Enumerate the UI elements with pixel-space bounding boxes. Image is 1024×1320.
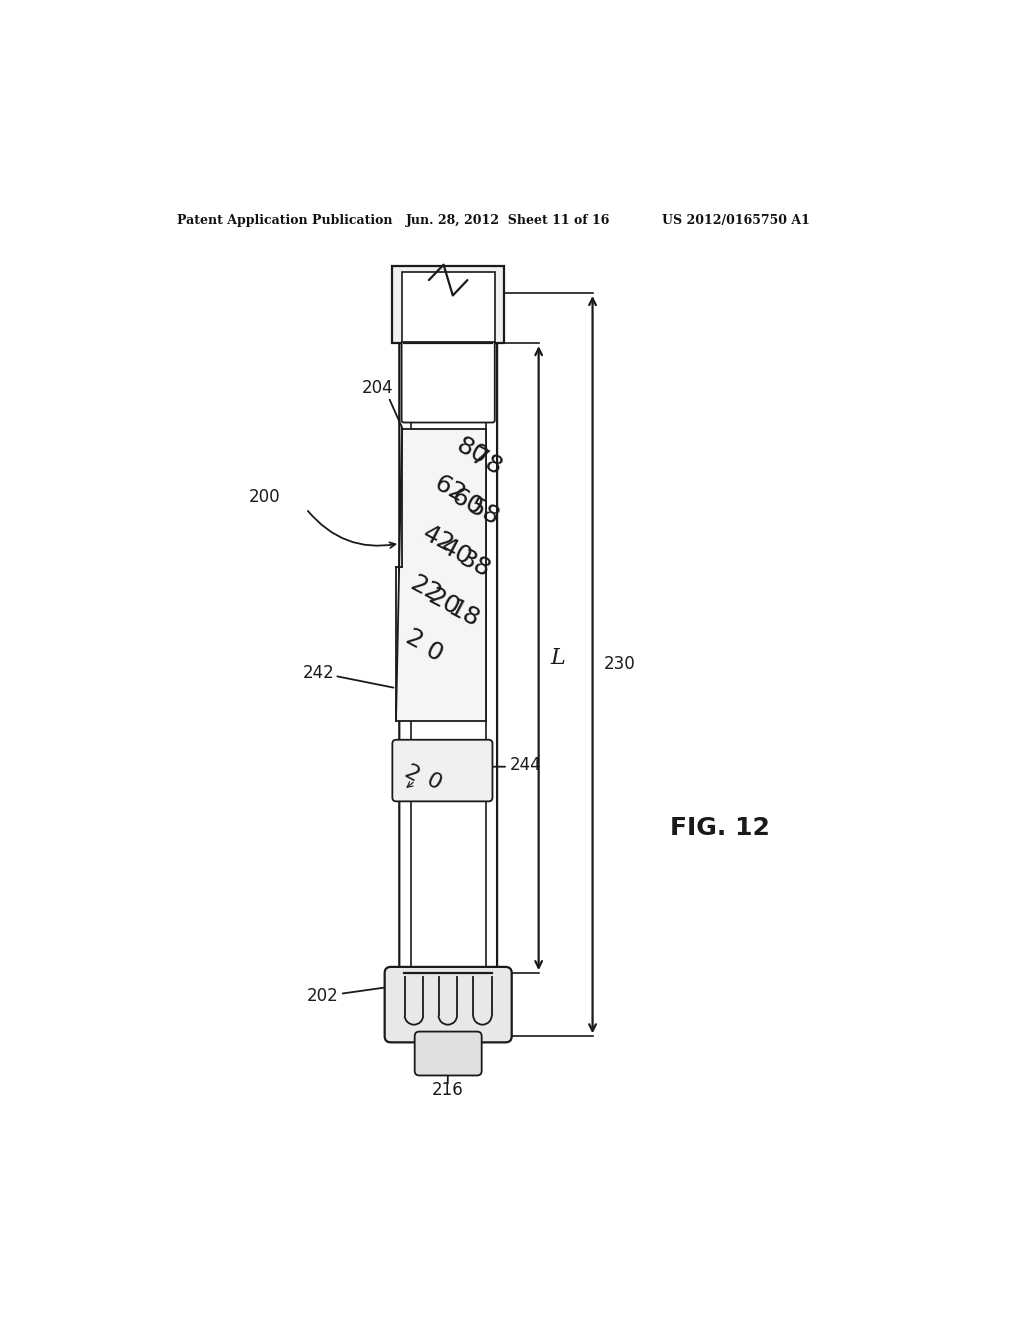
- Text: 2: 2: [401, 626, 427, 653]
- Text: L: L: [550, 647, 565, 669]
- FancyBboxPatch shape: [401, 272, 495, 342]
- Text: FIG. 12: FIG. 12: [670, 816, 769, 841]
- Text: 42: 42: [419, 521, 459, 557]
- Text: 230: 230: [604, 655, 636, 673]
- Text: 78: 78: [467, 445, 506, 480]
- Text: 40: 40: [436, 535, 476, 570]
- Text: US 2012/0165750 A1: US 2012/0165750 A1: [662, 214, 810, 227]
- Text: 244: 244: [510, 756, 542, 774]
- FancyBboxPatch shape: [392, 267, 504, 343]
- Text: 38: 38: [455, 546, 495, 582]
- Text: 2: 2: [400, 762, 423, 787]
- Text: 200: 200: [249, 488, 281, 506]
- Polygon shape: [396, 429, 486, 721]
- FancyBboxPatch shape: [399, 289, 497, 979]
- FancyBboxPatch shape: [392, 739, 493, 801]
- Text: 0: 0: [421, 639, 445, 667]
- FancyBboxPatch shape: [385, 966, 512, 1043]
- Text: 60: 60: [447, 484, 486, 520]
- Text: 62: 62: [430, 471, 470, 508]
- Text: 216: 216: [432, 1081, 464, 1100]
- Text: 18: 18: [443, 597, 483, 632]
- FancyBboxPatch shape: [401, 341, 495, 422]
- Text: Patent Application Publication: Patent Application Publication: [177, 214, 392, 227]
- Text: 202: 202: [307, 987, 339, 1005]
- Text: 0: 0: [422, 770, 444, 795]
- Text: 204: 204: [361, 379, 393, 397]
- Text: Jun. 28, 2012  Sheet 11 of 16: Jun. 28, 2012 Sheet 11 of 16: [407, 214, 610, 227]
- Text: 242: 242: [303, 664, 335, 681]
- Text: 20: 20: [424, 585, 464, 620]
- Text: 58: 58: [464, 495, 503, 531]
- Text: 22: 22: [406, 572, 445, 607]
- Text: 80: 80: [452, 433, 492, 469]
- FancyBboxPatch shape: [415, 1032, 481, 1076]
